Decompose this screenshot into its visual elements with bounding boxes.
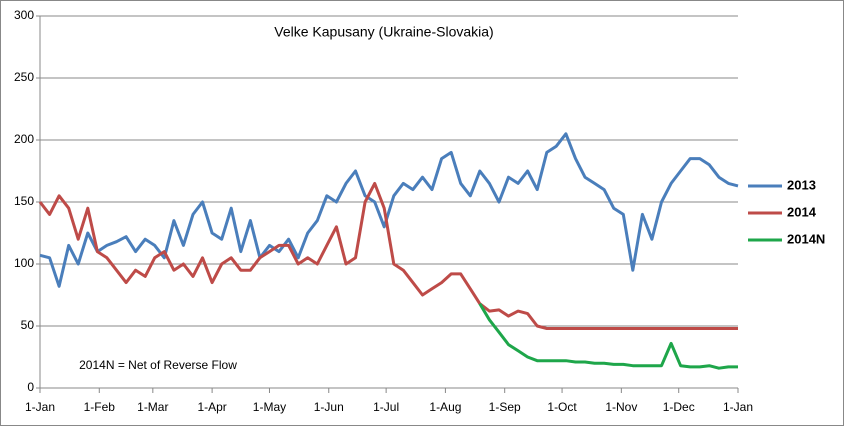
x-tick-label: 1-Oct [547,400,577,414]
x-tick-label: 1-Jan [25,400,55,414]
x-tick-label: 1-Jan [723,400,753,414]
series-line [38,181,738,330]
series-line [39,132,739,288]
x-tick-label: 1-Jun [314,400,344,414]
x-tick-label: 1-Feb [84,400,116,414]
annotation: 2014N = Net of Reverse Flow [79,358,237,372]
y-tick-label: 150 [14,194,34,208]
x-tick-label: 1-Jul [373,400,399,414]
y-tick-label: 250 [14,70,34,84]
series-line [478,302,738,370]
x-tick-label: 1-Apr [197,400,226,414]
legend-label: 2014 [787,204,817,219]
x-tick-label: 1-Aug [429,400,461,414]
y-tick-label: 100 [14,256,34,270]
y-tick-label: 300 [14,8,34,22]
y-tick-label: 0 [27,380,34,394]
x-tick-label: 1-Sep [489,400,521,414]
y-tick-label: 200 [14,132,34,146]
chart-title: Velke Kapusany (Ukraine-Slovakia) [274,24,493,40]
legend-label: 2014N [787,231,825,246]
legend-label: 2013 [787,177,816,192]
x-tick-label: 1-Mar [137,400,168,414]
y-tick-label: 50 [21,318,35,332]
x-tick-label: 1-Dec [663,400,695,414]
x-tick-label: 1-May [253,400,286,414]
x-tick-label: 1-Nov [605,400,637,414]
